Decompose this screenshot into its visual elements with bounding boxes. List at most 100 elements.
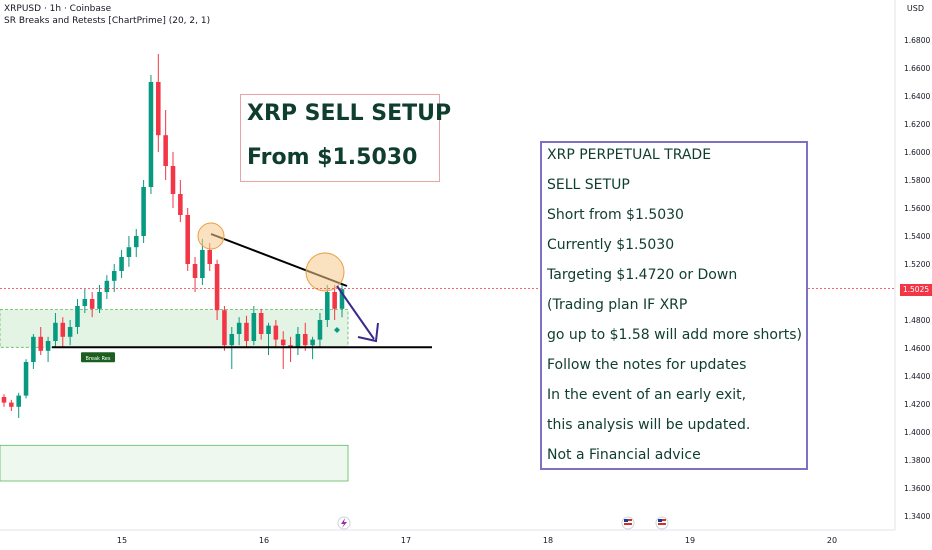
candle-body [163,135,168,166]
candle-body [214,264,220,311]
candle-body [89,299,95,309]
candle-body [9,402,14,407]
candle [244,315,249,348]
candle [82,289,88,313]
title-line-1: XRP SELL SETUP [247,101,452,126]
candle [163,110,168,180]
candle [178,180,183,222]
symbol-label: XRPUSD · 1h · Coinbase [4,4,112,14]
candle [31,334,36,369]
us-flag-icon [621,516,635,530]
candle [214,259,220,320]
lightning-glyph [341,518,347,528]
candle [156,54,161,152]
candle [60,317,66,348]
zones-layer [0,309,349,482]
candle [89,292,95,318]
candle-body [339,289,345,309]
y-tick-label: 1.5400 [904,232,930,241]
arrow-head [357,322,379,343]
candle [133,229,139,257]
y-tick-label: 1.4600 [904,344,930,353]
flag-stripe [624,523,632,525]
candle-body [185,215,190,264]
y-tick-label: 1.3400 [904,512,930,521]
candle-body [251,313,257,341]
candle-body [156,82,161,136]
candle-body [31,336,36,362]
candle [339,285,345,318]
y-tick-label: 1.6200 [904,120,930,129]
candle [295,327,301,355]
y-tick-label: 1.5600 [904,204,930,213]
candle [148,75,154,194]
note-line: SELL SETUP [547,177,630,193]
currency-label[interactable]: USD [906,4,924,13]
candle [170,152,176,208]
candle-body [200,250,205,278]
candle-body [1,397,7,403]
candle-body [207,250,213,264]
candle-body [310,339,315,346]
candle-body [104,280,110,292]
candle-body [273,325,279,340]
flag-canton [624,519,628,522]
candle [273,320,279,348]
note-line: Currently $1.5030 [547,237,675,253]
y-tick-label: 1.6800 [904,36,930,45]
candle [16,392,21,418]
note-line: Follow the notes for updates [547,357,747,373]
y-tick-label: 1.5800 [904,176,930,185]
y-tick-label: 1.6600 [904,64,930,73]
candle [67,320,73,346]
candle [9,399,14,411]
flag-stripe [658,523,666,525]
candle-body [148,82,154,187]
candle [23,359,29,399]
x-tick-label: 20 [827,536,837,545]
candle-body [111,271,117,281]
candle-body [53,322,58,341]
candle [1,394,7,407]
candle [332,285,337,320]
candle [45,336,51,362]
candle [302,322,308,351]
note-line: XRP PERPETUAL TRADE [547,147,712,163]
badge-rect [81,352,115,363]
us-flag-icon [655,516,669,530]
candle [192,257,198,292]
candle [75,299,80,334]
candle-body [45,341,51,351]
y-tick-label: 1.3600 [904,484,930,493]
y-tick-label: 1.6000 [904,148,930,157]
flag-canton [658,519,662,522]
candle [200,238,205,285]
candle [126,236,132,267]
highlight-circle [305,252,345,292]
candle-body [266,325,271,334]
candle [111,264,117,292]
candle-body [332,292,337,309]
candle-body [67,327,73,337]
candle-body [141,187,146,236]
lower-zone [0,444,349,482]
highlight-circle [197,222,225,250]
note-line: Targeting $1.4720 or Down [547,267,738,283]
y-tick-label: 1.4400 [904,372,930,381]
candle-body [119,257,124,271]
candle-body [23,362,29,396]
candle [325,285,330,327]
candle-body [16,395,21,407]
break-res-badge: Break Res [81,352,115,363]
y-tick-label: 1.5200 [904,260,930,269]
candles-layer [1,54,345,418]
candle-body [38,336,44,351]
candle-body [222,310,227,346]
candle-body [75,306,80,327]
candle-body [82,299,88,306]
x-tick-label: 16 [259,536,269,545]
candle-body [244,322,249,341]
note-line: this analysis will be updated. [547,417,751,433]
